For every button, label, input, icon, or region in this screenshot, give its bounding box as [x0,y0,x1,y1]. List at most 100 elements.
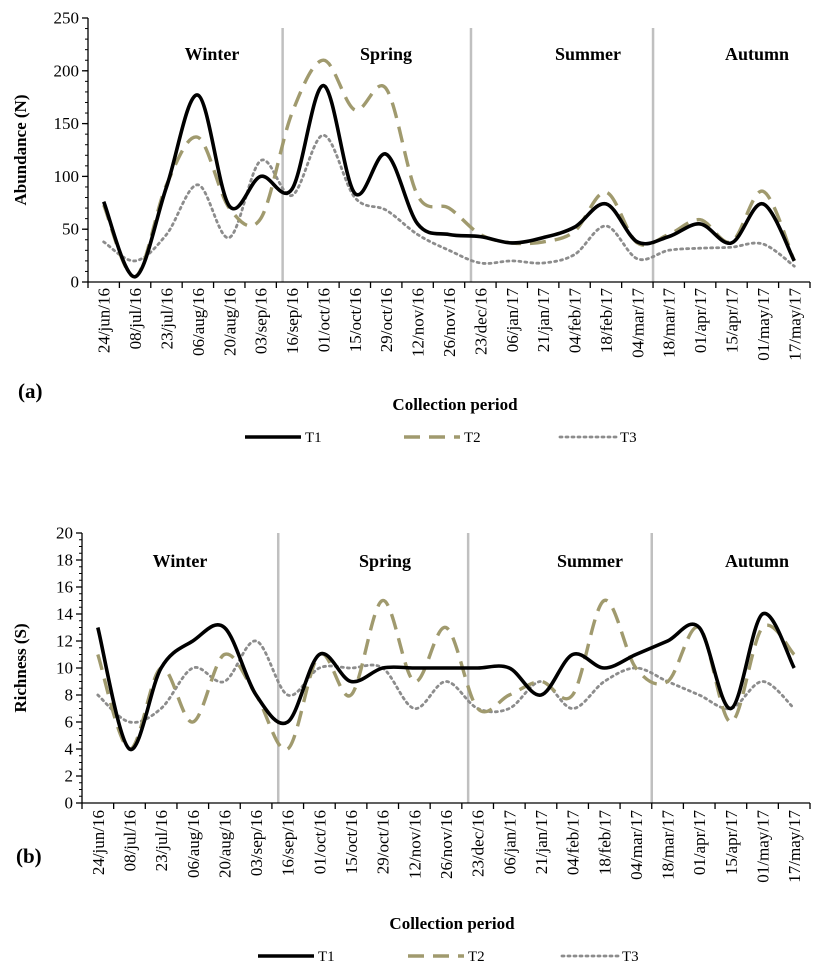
x-tick-label: 01/may/17 [754,810,773,883]
data-point-t2 [291,112,293,114]
data-point-t3 [223,681,225,683]
data-point-t1 [385,153,387,155]
data-point-t2 [574,230,576,232]
x-tick-label: 23/dec/16 [469,810,488,877]
x-tick-label: 26/nov/16 [437,810,456,879]
x-tick-label: 16/sep/16 [283,288,302,354]
data-point-t2 [508,694,510,696]
data-point-t2 [667,681,669,683]
data-point-t3 [318,667,320,669]
data-point-t3 [605,225,607,227]
x-tick-label: 17/may/17 [785,288,804,361]
data-point-t1 [730,708,732,710]
series-line-t1 [102,83,796,279]
x-tick-label: 18/mar/17 [660,288,679,358]
data-point-t3 [413,708,415,710]
season-label: Summer [557,551,623,571]
season-label: Winter [153,551,208,571]
season-label: Summer [555,44,621,64]
data-point-t1 [354,192,356,194]
data-point-t2 [572,694,574,696]
data-point-t1 [479,236,481,238]
data-point-t1 [97,627,99,629]
y-axis-title: Abundance (N) [11,95,30,206]
data-point-t3 [165,233,167,235]
data-point-t1 [382,667,384,669]
data-point-t3 [103,241,105,243]
x-tick-label: 18/mar/17 [659,810,678,880]
data-point-t1 [572,654,574,656]
data-point-t1 [103,201,105,203]
data-point-t3 [287,694,289,696]
data-point-t3 [793,708,795,710]
data-point-t3 [448,249,450,251]
y-tick-label: 2 [65,767,74,786]
x-tick-label: 04/mar/17 [627,810,646,880]
data-point-t1 [636,241,638,243]
x-tick-label: 24/jun/16 [89,810,108,875]
data-point-t1 [698,627,700,629]
season-label: Spring [359,551,411,571]
data-point-t3 [192,667,194,669]
season-label: Spring [360,44,412,64]
x-tick-label: 16/sep/16 [279,810,298,876]
data-point-t1 [448,233,450,235]
x-tick-label: 08/jul/16 [126,288,145,349]
x-tick-label: 26/nov/16 [440,288,459,357]
data-point-t2 [540,681,542,683]
x-tick-label: 15/apr/17 [723,288,742,354]
data-point-t3 [574,254,576,256]
data-point-t3 [255,640,257,642]
data-point-t2 [260,218,262,220]
data-point-t3 [793,265,795,267]
x-tick-label: 21/jan/17 [534,288,553,353]
y-tick-label: 4 [65,740,74,759]
data-point-t1 [762,203,764,205]
data-point-t2 [762,190,764,192]
data-point-t1 [605,203,607,205]
data-point-t1 [667,640,669,642]
series-line-t3 [96,639,796,724]
data-point-t3 [762,243,764,245]
legend-label-t3: T3 [620,430,637,446]
x-tick-label: 12/nov/16 [409,288,428,357]
y-tick-label: 0 [65,794,74,813]
data-point-t2 [350,694,352,696]
data-point-t1 [318,654,320,656]
legend-label-t2: T2 [468,949,485,965]
y-tick-label: 12 [56,632,73,651]
y-tick-label: 16 [56,578,73,597]
data-point-t2 [605,191,607,193]
data-point-t1 [322,85,324,87]
data-point-t1 [223,627,225,629]
x-tick-label: 21/jan/17 [532,810,551,875]
data-point-t3 [698,694,700,696]
x-tick-label: 01/apr/17 [691,288,710,354]
data-point-t3 [479,262,481,264]
data-point-t3 [445,681,447,683]
x-tick-label: 06/aug/16 [184,810,203,878]
data-point-t1 [762,613,764,615]
x-tick-label: 04/feb/17 [564,810,583,876]
season-label: Autumn [725,44,789,64]
x-tick-label: 23/dec/16 [471,288,490,355]
x-tick-label: 29/oct/16 [374,810,393,874]
data-point-t3 [572,708,574,710]
data-point-t3 [542,262,544,264]
data-point-t2 [730,721,732,723]
data-point-t1 [197,94,199,96]
x-tick-label: 01/oct/16 [314,288,333,352]
season-label: Winter [185,44,240,64]
data-point-t2 [223,654,225,656]
data-point-t2 [603,600,605,602]
x-tick-label: 01/may/17 [754,288,773,361]
data-point-t3 [128,721,130,723]
data-point-t1 [413,667,415,669]
panel-label: (b) [16,844,42,868]
data-point-t1 [260,175,262,177]
data-point-t1 [574,226,576,228]
richness-chart-panel: 0 2 4 6 8 10 12 14 16 18 20 24/jun/16 08/jul/16 23/ju… [11,524,811,965]
x-tick-label: 20/aug/16 [220,288,239,356]
data-point-t2 [445,627,447,629]
data-point-t3 [385,209,387,211]
